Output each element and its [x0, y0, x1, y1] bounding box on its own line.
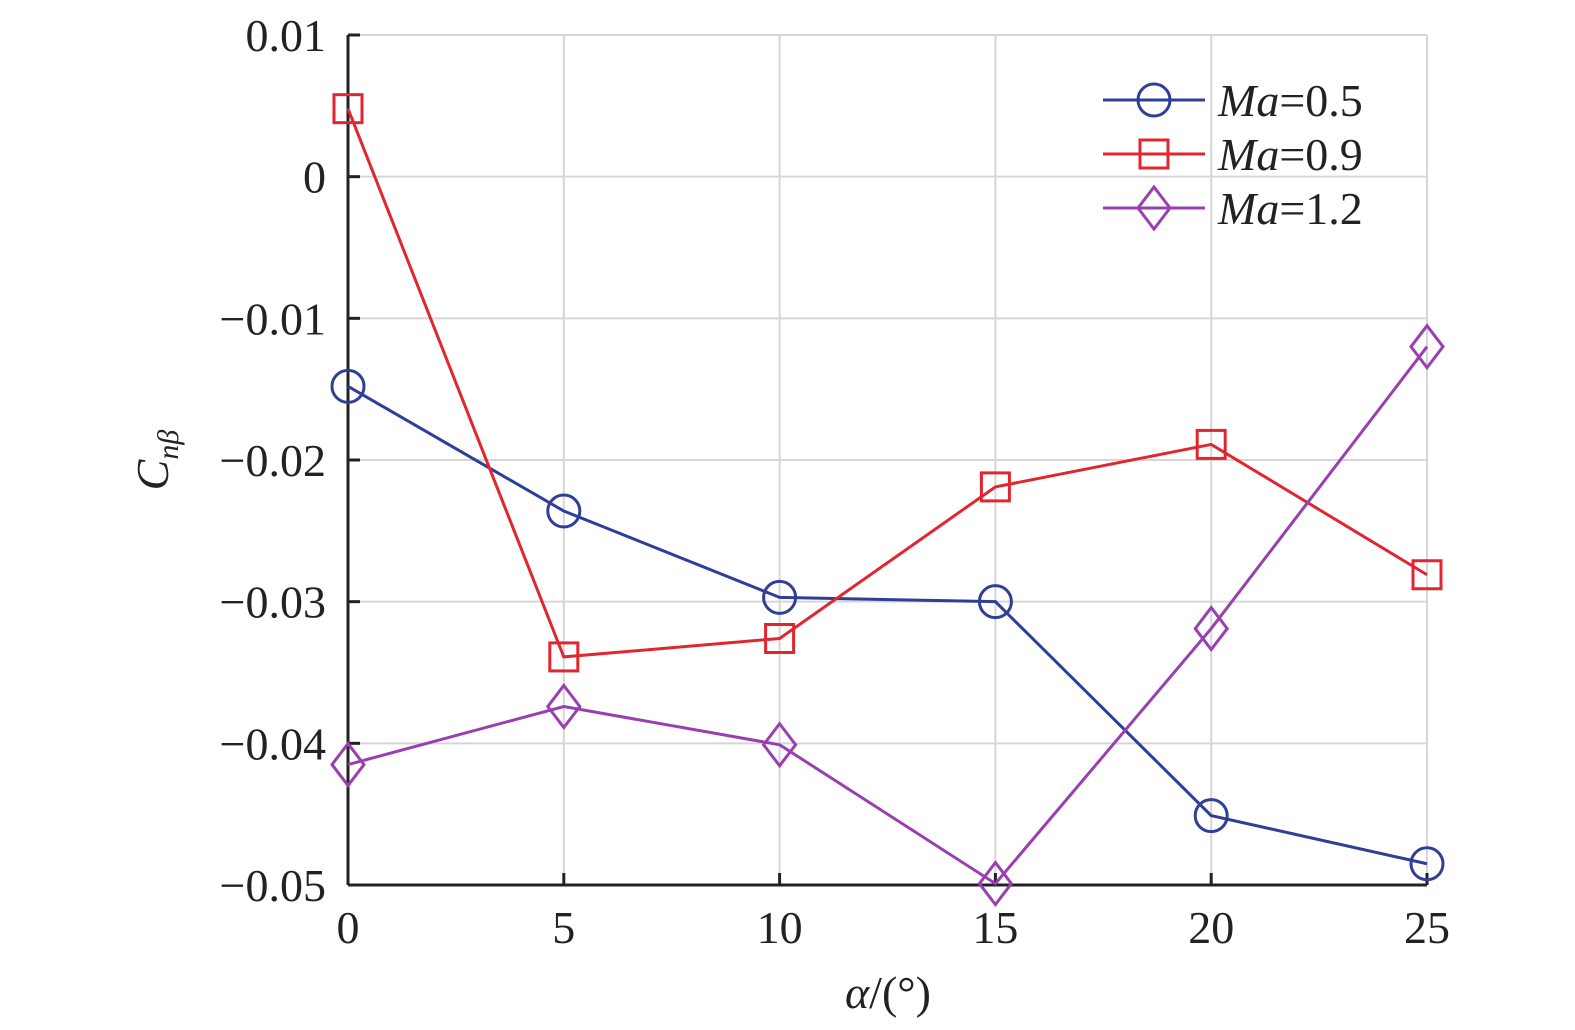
data-point	[1193, 798, 1229, 834]
data-point	[548, 641, 580, 673]
legend-entry: Ma=0.9	[1103, 129, 1363, 180]
x-tick-label: 10	[757, 902, 803, 953]
data-point	[1409, 846, 1445, 882]
legend-entry: Ma=1.2	[1103, 183, 1363, 234]
legend-marker	[1136, 82, 1172, 118]
data-point	[1195, 428, 1227, 460]
y-axis-label: Cnβ	[127, 430, 185, 491]
x-tick-label: 5	[552, 902, 575, 953]
legend: Ma=0.5Ma=0.9Ma=1.2	[1103, 75, 1363, 234]
data-point	[332, 93, 364, 125]
legend-label: Ma=0.5	[1217, 75, 1363, 126]
data-point	[977, 584, 1013, 620]
x-axis-label: α/(°)	[845, 967, 931, 1018]
x-tick-label: 0	[337, 902, 360, 953]
y-tick-label: −0.04	[220, 718, 326, 769]
y-tick-label: −0.01	[220, 293, 326, 344]
data-point	[1411, 559, 1443, 591]
data-point	[1409, 323, 1445, 371]
series-square	[332, 93, 1443, 673]
data-point	[1193, 605, 1230, 653]
data-point	[979, 471, 1011, 503]
series-line	[346, 108, 1428, 659]
data-point	[546, 493, 582, 529]
grid	[348, 34, 1428, 885]
data-point	[761, 721, 798, 769]
y-tick-label: −0.03	[220, 577, 326, 628]
y-tick-label: 0	[303, 152, 326, 203]
data-point	[330, 368, 366, 404]
y-tick-label: 0.01	[246, 10, 327, 61]
legend-marker	[1138, 138, 1170, 170]
series-line	[347, 345, 1429, 886]
data-point	[977, 860, 1014, 908]
x-tick-label: 20	[1188, 902, 1234, 953]
y-tick-label: −0.05	[220, 860, 326, 911]
y-tick-label: −0.02	[220, 435, 326, 486]
x-tick-label: 15	[972, 902, 1018, 953]
series-diamond	[330, 323, 1445, 908]
tick-labels: 0 5 10 15 20 25 0.01 0 −0.01 −0.02 −0.03 −0.04 −0.05	[220, 10, 1450, 953]
data-point	[545, 683, 582, 730]
legend-label: Ma=1.2	[1217, 183, 1363, 234]
series-circle	[330, 368, 1445, 882]
legend-label: Ma=0.9	[1217, 129, 1363, 180]
data-point	[330, 741, 366, 789]
data-point	[762, 579, 798, 615]
series-layer	[330, 93, 1445, 908]
legend-marker	[1136, 184, 1172, 232]
series-line	[347, 385, 1428, 866]
x-tick-label: 25	[1404, 902, 1450, 953]
data-point	[764, 623, 796, 654]
legend-entry: Ma=0.5	[1103, 75, 1363, 126]
